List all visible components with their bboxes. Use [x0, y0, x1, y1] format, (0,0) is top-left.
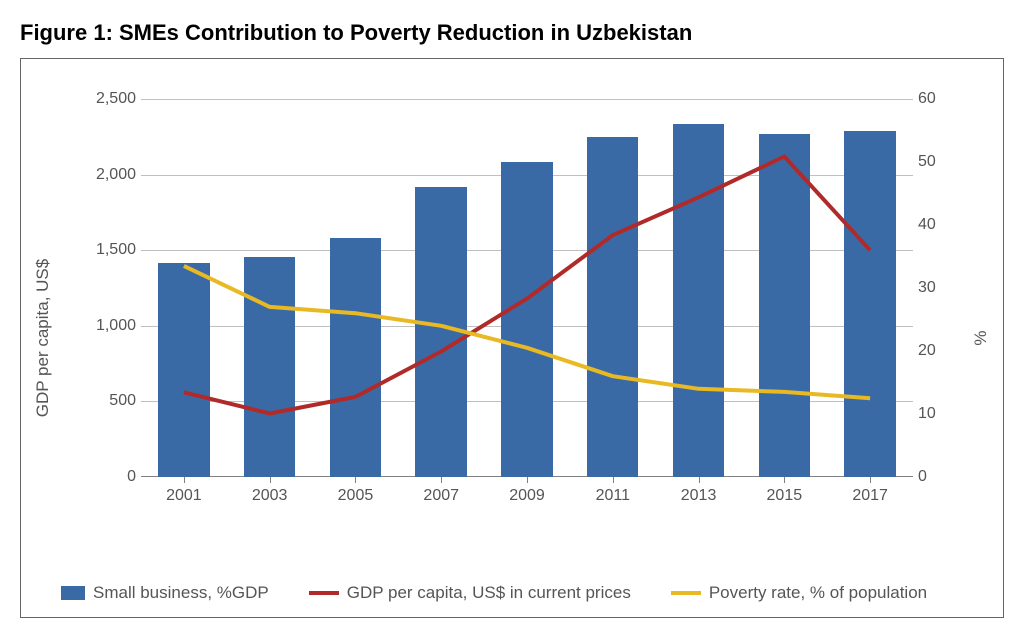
x-tick [441, 477, 442, 483]
x-tick [355, 477, 356, 483]
legend-label: GDP per capita, US$ in current prices [347, 583, 631, 603]
y-axis-left-title: GDP per capita, US$ [33, 259, 53, 417]
legend-item: GDP per capita, US$ in current prices [309, 583, 631, 603]
y-right-tick-label: 20 [918, 342, 953, 360]
line-chart-svg [141, 99, 913, 477]
x-tick [613, 477, 614, 483]
y-axis-right-title: % [971, 330, 991, 345]
x-category-label: 2017 [852, 487, 888, 505]
y-left-tick-label: 2,500 [81, 90, 136, 108]
legend-label: Poverty rate, % of population [709, 583, 927, 603]
legend-swatch-line [309, 591, 339, 595]
plot-area: 05001,0001,5002,0002,5000102030405060200… [141, 99, 913, 477]
x-tick [699, 477, 700, 483]
legend-item: Small business, %GDP [61, 583, 269, 603]
legend: Small business, %GDP GDP per capita, US$ … [61, 583, 963, 603]
legend-swatch-box [61, 586, 85, 600]
y-left-tick-label: 1,500 [81, 241, 136, 259]
x-tick [527, 477, 528, 483]
series-line [184, 157, 870, 414]
x-tick [784, 477, 785, 483]
x-tick [870, 477, 871, 483]
y-right-tick-label: 40 [918, 216, 953, 234]
x-category-label: 2009 [509, 487, 545, 505]
y-right-tick-label: 50 [918, 153, 953, 171]
figure-title: Figure 1: SMEs Contribution to Poverty R… [20, 20, 1004, 46]
y-right-tick-label: 10 [918, 405, 953, 423]
y-left-tick-label: 500 [81, 392, 136, 410]
x-category-label: 2015 [767, 487, 803, 505]
y-right-tick-label: 60 [918, 90, 953, 108]
legend-item: Poverty rate, % of population [671, 583, 927, 603]
x-tick [184, 477, 185, 483]
y-right-tick-label: 30 [918, 279, 953, 297]
figure-container: Figure 1: SMEs Contribution to Poverty R… [20, 20, 1004, 618]
x-category-label: 2005 [338, 487, 374, 505]
y-left-tick-label: 2,000 [81, 166, 136, 184]
series-line [184, 266, 870, 398]
x-category-label: 2007 [423, 487, 459, 505]
x-category-label: 2001 [166, 487, 202, 505]
y-left-tick-label: 0 [81, 468, 136, 486]
legend-label: Small business, %GDP [93, 583, 269, 603]
legend-swatch-line [671, 591, 701, 595]
x-category-label: 2011 [596, 487, 630, 505]
y-left-tick-label: 1,000 [81, 317, 136, 335]
x-tick [270, 477, 271, 483]
chart-box: GDP per capita, US$ % 05001,0001,5002,00… [20, 58, 1004, 618]
x-category-label: 2003 [252, 487, 288, 505]
y-right-tick-label: 0 [918, 468, 953, 486]
x-category-label: 2013 [681, 487, 717, 505]
